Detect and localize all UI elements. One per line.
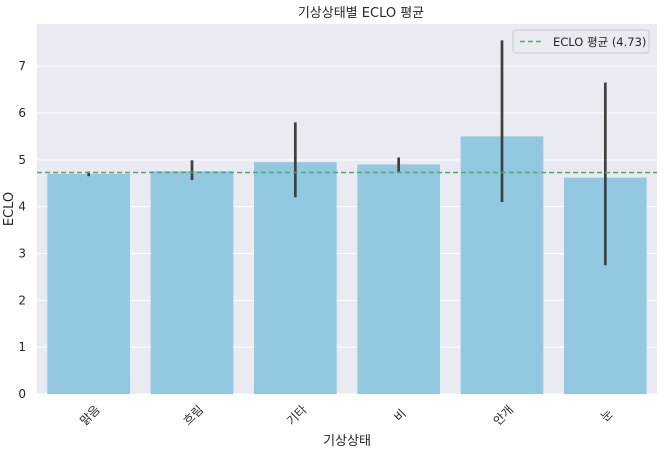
plot-area xyxy=(37,24,657,394)
x-tick-label: 흐림 xyxy=(181,403,207,429)
bars xyxy=(47,136,647,394)
x-tick-label: 기타 xyxy=(284,403,310,429)
y-tick-labels: 0 1 2 3 4 5 6 7 xyxy=(18,59,26,401)
y-tick-label: 4 xyxy=(18,200,26,214)
x-tick-label: 눈 xyxy=(598,407,616,425)
bar xyxy=(254,162,337,394)
y-tick-label: 1 xyxy=(18,340,26,354)
y-tick-label: 0 xyxy=(18,387,26,401)
y-tick-label: 5 xyxy=(18,153,26,167)
x-tick-labels: 맑음 흐림 기타 비 안개 눈 xyxy=(77,403,615,429)
y-tick-label: 6 xyxy=(18,106,26,120)
bar xyxy=(357,164,440,394)
y-tick-label: 2 xyxy=(18,293,26,307)
y-tick-label: 7 xyxy=(18,59,26,73)
x-tick-label: 비 xyxy=(391,407,409,425)
legend: ECLO 평균 (4.73) xyxy=(512,29,650,54)
bar xyxy=(47,173,131,394)
error-bars xyxy=(87,40,607,266)
chart-title: 기상상태별 ECLO 평균 xyxy=(298,6,424,21)
bar xyxy=(150,171,234,394)
x-tick-label: 맑음 xyxy=(77,403,103,429)
x-axis-label: 기상상태 xyxy=(323,434,371,449)
x-tick-label: 안개 xyxy=(491,403,517,429)
y-axis-label: ECLO xyxy=(2,192,17,226)
legend-label: ECLO 평균 (4.73) xyxy=(553,35,646,49)
grid xyxy=(37,65,657,395)
y-tick-label: 3 xyxy=(18,246,26,260)
legend-box xyxy=(512,29,650,54)
